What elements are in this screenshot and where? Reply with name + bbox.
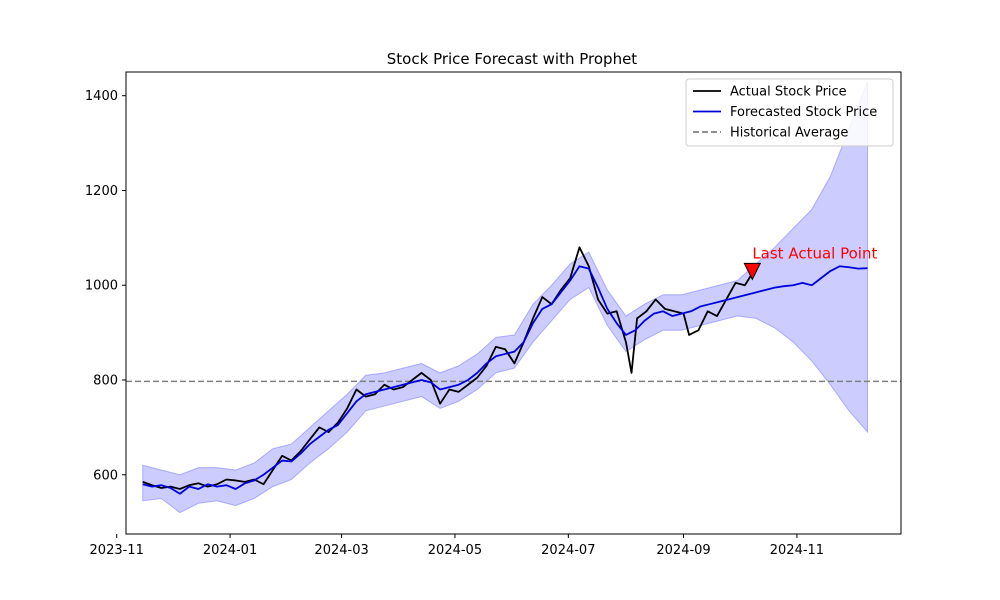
x-tick-label: 2024-09 [656,543,710,558]
chart-title: Stock Price Forecast with Prophet [387,50,638,68]
y-tick-label: 1400 [85,89,118,104]
x-tick-label: 2023-11 [90,543,144,558]
y-tick-label: 600 [93,468,118,483]
last-actual-point-label: Last Actual Point [752,244,877,262]
x-tick-label: 2024-01 [203,543,257,558]
legend-label: Historical Average [730,126,848,141]
plot-frame [125,71,902,535]
x-tick-label: 2024-07 [541,543,595,558]
legend-label: Forecasted Stock Price [730,105,877,120]
actual-price-line [142,246,754,490]
y-tick-label: 1200 [85,184,118,199]
x-tick-label: 2024-05 [428,543,482,558]
last-actual-point-marker [743,262,762,281]
y-tick-label: 1000 [85,279,118,294]
legend: Actual Stock Price Forecasted Stock Price… [685,78,894,147]
x-tick-label: 2024-03 [314,543,368,558]
x-tick-label: 2024-11 [770,543,824,558]
confidence-band [142,81,869,514]
legend-box [685,78,894,147]
legend-label: Actual Stock Price [730,85,847,100]
forecast-price-line [142,265,868,495]
y-tick-label: 800 [93,374,118,389]
